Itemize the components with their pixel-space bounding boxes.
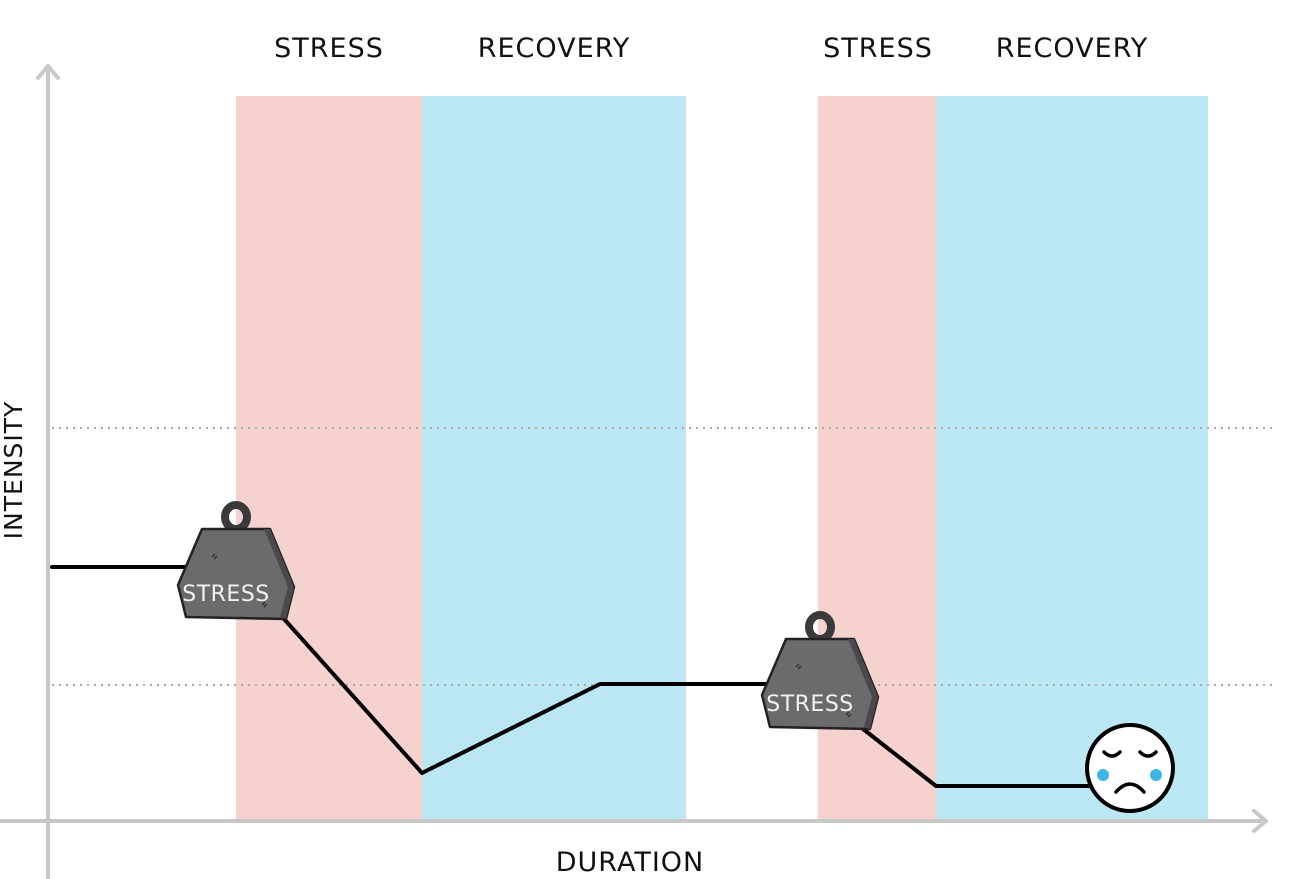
x-axis-arrowhead xyxy=(1252,809,1268,833)
phase-label-stress-2: STRESS xyxy=(823,33,933,64)
stress-band-1 xyxy=(236,96,422,820)
weight-icon: STRESS xyxy=(760,611,880,731)
phase-label-recovery-1: RECOVERY xyxy=(478,33,631,64)
weight-label: STRESS xyxy=(766,692,854,717)
weight-icon: STRESS xyxy=(176,501,296,621)
sad-face-icon xyxy=(1085,723,1175,813)
y-axis-label: INTENSITY xyxy=(0,401,28,540)
recovery-band-1 xyxy=(422,96,686,820)
phase-label-stress-1: STRESS xyxy=(274,33,384,64)
phase-label-recovery-2: RECOVERY xyxy=(996,33,1149,64)
recovery-band-2 xyxy=(936,96,1208,820)
y-axis-arrowhead xyxy=(36,64,60,80)
x-axis-label: DURATION xyxy=(556,847,705,878)
weight-label: STRESS xyxy=(182,582,270,607)
